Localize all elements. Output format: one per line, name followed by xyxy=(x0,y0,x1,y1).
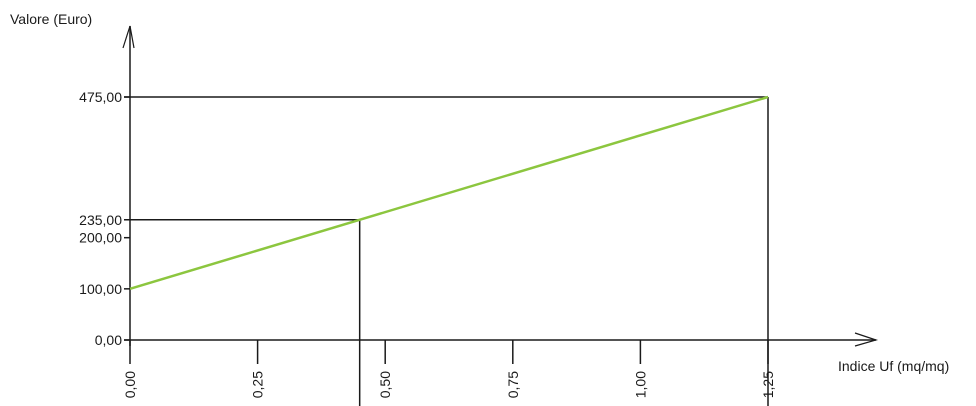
y-tick-label: 0,00 xyxy=(95,332,122,348)
y-tick-label: 235,00 xyxy=(79,212,122,228)
y-tick-label: 200,00 xyxy=(79,230,122,246)
axes xyxy=(122,25,879,347)
x-ticks: 0,00 0,25 0,50 0,75 1,00 1,25 xyxy=(122,340,776,398)
x-tick-label: 0,25 xyxy=(250,371,266,398)
y-ticks: 0,00 100,00 200,00 235,00 475,00 xyxy=(79,89,130,348)
y-tick-label: 475,00 xyxy=(79,89,122,105)
series-line-0 xyxy=(129,95,769,291)
x-tick-label: 1,00 xyxy=(632,371,648,398)
x-tick-label: 0,50 xyxy=(377,371,393,398)
y-tick-label: 100,00 xyxy=(79,281,122,297)
x-tick-label: 0,75 xyxy=(505,371,521,398)
y-axis-arrow xyxy=(122,25,135,49)
x-tick-label: 1,25 xyxy=(760,371,776,398)
x-axis-title: Indice Uf (mq/mq) xyxy=(838,358,949,374)
y-axis-title: Valore (Euro) xyxy=(10,11,92,27)
x-axis-arrow xyxy=(854,332,879,347)
series-group xyxy=(129,95,769,291)
reference-lines xyxy=(124,96,769,406)
x-tick-label: 0,00 xyxy=(122,371,138,398)
